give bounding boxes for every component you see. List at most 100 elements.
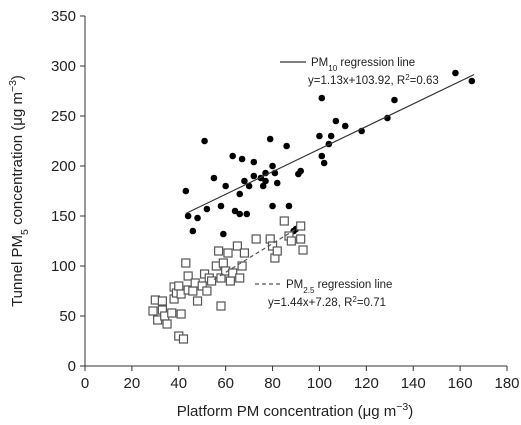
point xyxy=(184,212,192,220)
text-part: regression line xyxy=(337,57,415,69)
point xyxy=(231,207,239,215)
point xyxy=(297,167,304,175)
text-part: 5 xyxy=(19,229,31,235)
text-part: Platform PM concentration ( xyxy=(177,403,363,420)
square-point xyxy=(188,286,198,296)
text-part: −3 xyxy=(7,80,19,92)
regression-equation: y=1.13x+103.92, R2=0.63 xyxy=(308,73,439,88)
square-point xyxy=(223,248,233,258)
point xyxy=(316,132,323,140)
point xyxy=(250,172,258,180)
square-point xyxy=(207,276,217,286)
x-tick-label: 160 xyxy=(448,375,473,392)
point xyxy=(332,117,340,125)
x-tick-label: 40 xyxy=(170,375,187,392)
point xyxy=(318,152,326,160)
y-tick-label: 350 xyxy=(51,8,76,25)
x-axis-title: Platform PM concentration (μg m−3) xyxy=(177,401,414,420)
square-point xyxy=(167,308,177,318)
text-part: PM xyxy=(286,279,303,291)
text-part: PM xyxy=(311,57,328,69)
point xyxy=(273,179,281,187)
y-tick-label: 150 xyxy=(51,208,76,225)
square-point xyxy=(232,241,242,251)
square-point xyxy=(202,286,212,296)
y-tick-label: 100 xyxy=(51,258,76,275)
legend-label: PM10 regression line xyxy=(311,57,415,73)
regression-line xyxy=(213,228,297,281)
point xyxy=(222,182,229,190)
square-point xyxy=(272,246,282,256)
point xyxy=(384,114,391,122)
square-point xyxy=(286,236,296,246)
square-point xyxy=(157,296,167,306)
x-tick-label: 0 xyxy=(81,375,89,392)
square-point xyxy=(162,319,172,329)
point xyxy=(189,227,197,235)
text-part: =0.63 xyxy=(410,75,439,87)
text-part: y=1.13x+103.92, R xyxy=(308,75,405,87)
text-part: concentration (μg m xyxy=(9,92,26,229)
regression-line xyxy=(185,73,475,215)
y-tick-label: 200 xyxy=(51,158,76,175)
text-part: μg m xyxy=(363,403,397,420)
point xyxy=(327,132,335,140)
text-part: 2.5 xyxy=(303,286,315,295)
point xyxy=(250,158,258,166)
y-axis-title: Tunnel PM5 concentration (μg m−3) xyxy=(7,75,31,307)
square-point xyxy=(174,281,184,291)
point xyxy=(238,155,246,163)
square-point xyxy=(298,245,308,255)
text-part: 2 xyxy=(352,295,357,304)
square-point xyxy=(218,258,228,268)
square-point xyxy=(296,234,306,244)
point xyxy=(236,190,244,198)
square-point xyxy=(279,216,289,226)
regression-equation: y=1.44x+7.28, R2=0.71 xyxy=(268,295,386,310)
y-tick-label: 250 xyxy=(51,108,76,125)
point xyxy=(241,177,248,185)
point xyxy=(320,159,328,167)
point xyxy=(266,135,274,143)
text-part: ) xyxy=(9,75,26,80)
square-point xyxy=(228,268,238,278)
x-tick-label: 120 xyxy=(354,375,379,392)
text-part: =0.71 xyxy=(357,297,386,309)
y-tick-label: 300 xyxy=(51,58,76,75)
y-tick-label: 50 xyxy=(59,308,76,325)
square-point xyxy=(237,261,247,271)
square-point xyxy=(296,221,306,231)
point xyxy=(210,174,218,182)
point xyxy=(452,69,459,77)
point xyxy=(269,202,276,210)
point xyxy=(468,77,476,85)
square-point xyxy=(225,276,235,286)
point xyxy=(243,210,251,218)
x-tick-label: 100 xyxy=(307,375,332,392)
y-tick-label: 0 xyxy=(68,358,76,375)
point xyxy=(283,142,290,150)
text-part: regression line xyxy=(314,279,392,291)
square-point xyxy=(148,306,158,316)
square-point xyxy=(178,334,189,344)
point xyxy=(269,162,276,170)
text-part: Tunnel PM xyxy=(9,235,26,307)
point xyxy=(341,122,349,130)
text-part: 2 xyxy=(405,73,410,82)
point xyxy=(262,177,269,185)
text-part: ) xyxy=(408,403,413,420)
square-point xyxy=(176,309,186,319)
point xyxy=(229,152,236,160)
text-part: 10 xyxy=(328,64,337,73)
text-part: y=1.44x+7.28, R xyxy=(268,297,352,309)
legend-label: PM2.5 regression line xyxy=(286,279,392,295)
square-point xyxy=(251,234,261,244)
square-point xyxy=(183,271,193,281)
point xyxy=(217,202,225,210)
x-tick-label: 20 xyxy=(124,375,141,392)
square-point xyxy=(192,296,203,306)
square-point xyxy=(235,273,245,283)
point xyxy=(259,182,267,190)
point xyxy=(220,230,227,238)
